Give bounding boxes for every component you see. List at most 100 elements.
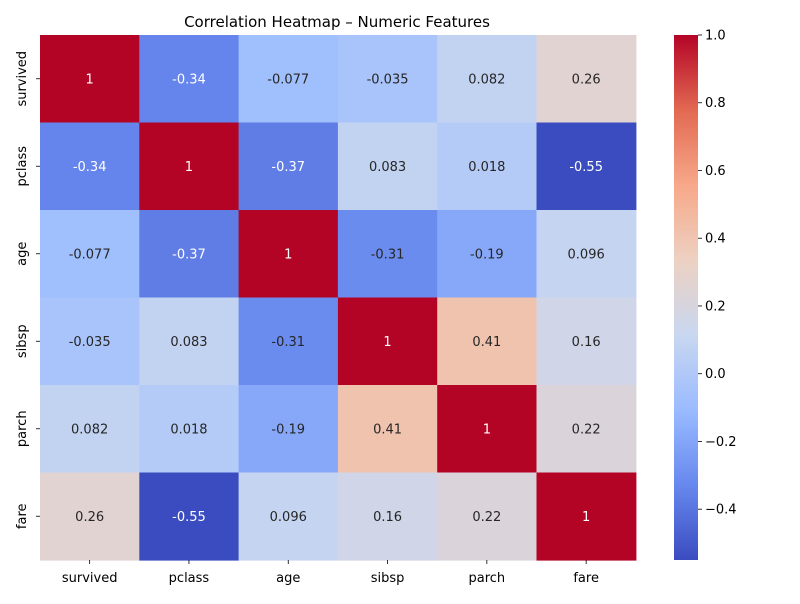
x-tick-label: survived xyxy=(62,571,118,586)
heatmap-cell-fare-sibsp xyxy=(337,472,438,561)
cell-value-label: -0.19 xyxy=(470,247,504,262)
cell-value-label: 1 xyxy=(284,247,292,262)
heatmap-cell-pclass-fare xyxy=(536,122,637,211)
cell-value-label: -0.077 xyxy=(69,247,111,262)
x-tick-label: sibsp xyxy=(371,571,405,586)
heatmap-cell-age-sibsp xyxy=(337,210,438,299)
cell-value-label: -0.035 xyxy=(69,335,111,350)
cell-value-label: 0.26 xyxy=(75,510,104,525)
cell-value-label: -0.37 xyxy=(172,247,206,262)
cell-value-label: 1 xyxy=(582,510,590,525)
cell-value-label: 0.22 xyxy=(572,422,601,437)
colorbar-tick-label: 0.6 xyxy=(705,164,726,179)
cell-value-label: -0.34 xyxy=(73,160,107,175)
y-axis: survived pclass age sibsp parch fare xyxy=(15,51,40,529)
colorbar-tick-label: 0.8 xyxy=(705,96,726,111)
heatmap-cell-sibsp-parch xyxy=(437,297,538,386)
heatmap-cell-fare-age xyxy=(238,472,339,561)
cell-value-label: 0.26 xyxy=(572,72,601,87)
colorbar-tick-label: −0.4 xyxy=(705,503,737,518)
y-tick-label: pclass xyxy=(15,146,30,187)
heatmap-cell-fare-pclass xyxy=(139,472,240,561)
cell-value-label: -0.55 xyxy=(172,510,206,525)
x-tick-label: age xyxy=(276,571,300,586)
heatmap-cell-age-survived xyxy=(40,210,140,299)
heatmap-cell-survived-fare xyxy=(536,35,637,124)
colorbar-tick-label: 1.0 xyxy=(705,29,726,44)
cell-value-label: -0.55 xyxy=(569,160,603,175)
cell-value-label: 0.082 xyxy=(468,72,505,87)
heatmap-cell-survived-parch xyxy=(437,35,538,124)
cell-value-label: 0.41 xyxy=(472,335,501,350)
x-tick-label: fare xyxy=(573,571,599,586)
y-tick-label: parch xyxy=(15,410,30,447)
colorbar-axis: 1.0 0.8 0.6 0.4 0.2 0.0 −0.2 −0.4 xyxy=(698,29,737,518)
heatmap-cell-pclass-survived xyxy=(40,122,140,211)
cell-value-label: -0.31 xyxy=(271,335,305,350)
y-tick-label: fare xyxy=(15,503,30,529)
heatmap-cell-fare-parch xyxy=(437,472,538,561)
heatmap-value-labels: 1 -0.34 -0.077 -0.035 0.082 0.26 -0.34 1 -0.37 0.… xyxy=(69,72,605,525)
heatmap-cell-pclass-age xyxy=(238,122,339,211)
colorbar-tick-label: −0.2 xyxy=(705,435,737,450)
heatmap-cell-sibsp-pclass xyxy=(139,297,240,386)
heatmap-cell-sibsp-survived xyxy=(40,297,140,386)
cell-value-label: 0.16 xyxy=(373,510,402,525)
colorbar-tick-label: 0.0 xyxy=(705,367,726,382)
cell-value-label: 0.018 xyxy=(170,422,207,437)
heatmap-cell-sibsp-age xyxy=(238,297,339,386)
heatmap-cell-survived-age xyxy=(238,35,339,124)
cell-value-label: -0.37 xyxy=(271,160,305,175)
cell-value-label: 0.096 xyxy=(270,510,307,525)
y-tick-label: survived xyxy=(15,51,30,107)
cell-value-label: -0.035 xyxy=(367,72,409,87)
heatmap-cell-pclass-pclass xyxy=(139,122,240,211)
cell-value-label: 0.22 xyxy=(472,510,501,525)
heatmap-cell-parch-age xyxy=(238,385,339,474)
cell-value-label: 1 xyxy=(86,72,94,87)
x-tick-label: pclass xyxy=(169,571,210,586)
cell-value-label: -0.31 xyxy=(371,247,405,262)
heatmap-cell-pclass-sibsp xyxy=(337,122,438,211)
heatmap-cell-age-age xyxy=(238,210,339,299)
heatmap-cell-age-parch xyxy=(437,210,538,299)
y-tick-label: age xyxy=(15,242,30,266)
cell-value-label: 0.16 xyxy=(572,335,601,350)
heatmap-cell-survived-survived xyxy=(40,35,140,124)
cell-value-label: 0.083 xyxy=(170,335,207,350)
heatmap-cell-survived-pclass xyxy=(139,35,240,124)
cell-value-label: 0.41 xyxy=(373,422,402,437)
heatmap-cell-parch-survived xyxy=(40,385,140,474)
colorbar-tick-label: 0.4 xyxy=(705,232,726,247)
heatmap-cell-parch-pclass xyxy=(139,385,240,474)
heatmap-cell-parch-fare xyxy=(536,385,637,474)
cell-value-label: -0.19 xyxy=(271,422,305,437)
heatmap-cell-age-pclass xyxy=(139,210,240,299)
cell-value-label: 0.083 xyxy=(369,160,406,175)
heatmap-cell-pclass-parch xyxy=(437,122,538,211)
cell-value-label: 1 xyxy=(483,422,491,437)
colorbar xyxy=(674,35,698,560)
x-tick-label: parch xyxy=(469,571,506,586)
heatmap-cell-fare-fare xyxy=(536,472,637,561)
heatmap-cell-sibsp-fare xyxy=(536,297,637,386)
cell-value-label: 0.096 xyxy=(568,247,605,262)
colorbar-tick-label: 0.2 xyxy=(705,299,726,314)
cell-value-label: 0.018 xyxy=(468,160,505,175)
heatmap-cell-parch-sibsp xyxy=(337,385,438,474)
x-axis: survived pclass age sibsp parch fare xyxy=(62,560,599,586)
heatmap-cells xyxy=(40,35,637,561)
cell-value-label: -0.34 xyxy=(172,72,206,87)
cell-value-label: 1 xyxy=(383,335,391,350)
heatmap-cell-fare-survived xyxy=(40,472,140,561)
heatmap-cell-parch-parch xyxy=(437,385,538,474)
chart-title: Correlation Heatmap – Numeric Features xyxy=(184,13,490,31)
heatmap-cell-sibsp-sibsp xyxy=(337,297,438,386)
cell-value-label: -0.077 xyxy=(267,72,309,87)
cell-value-label: 0.082 xyxy=(71,422,108,437)
y-tick-label: sibsp xyxy=(15,324,30,358)
heatmap-cell-age-fare xyxy=(536,210,637,299)
cell-value-label: 1 xyxy=(185,160,193,175)
heatmap-cell-survived-sibsp xyxy=(337,35,438,124)
